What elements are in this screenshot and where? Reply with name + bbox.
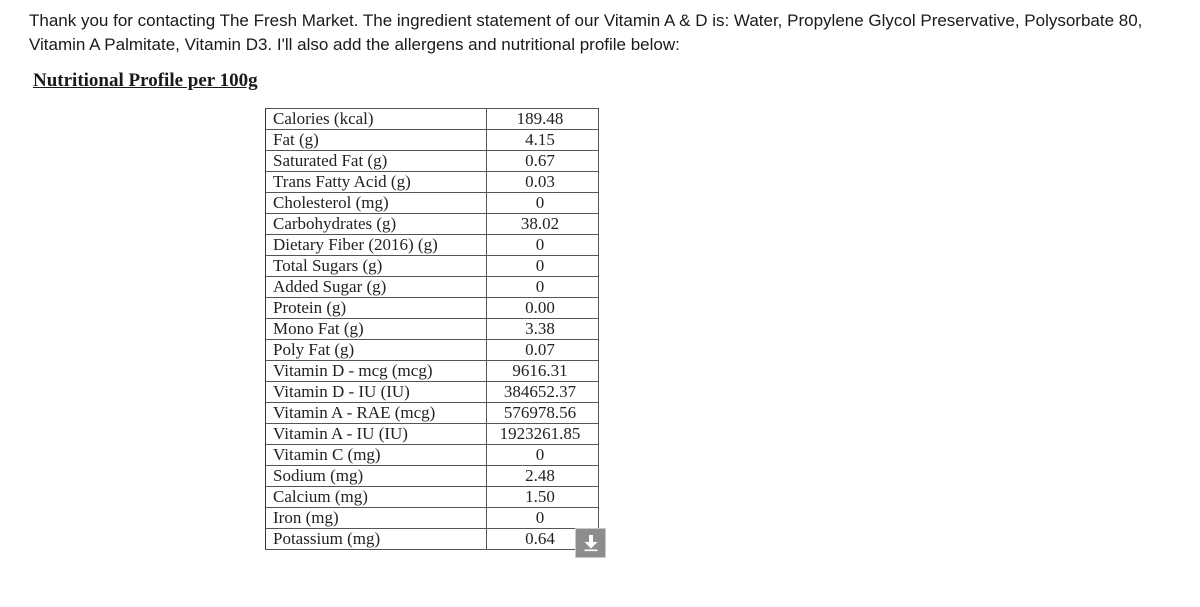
nutrient-value: 189.48	[486, 108, 599, 130]
intro-message: Thank you for contacting The Fresh Marke…	[29, 9, 1189, 57]
nutrient-label: Poly Fat (g)	[265, 339, 487, 361]
nutrient-value: 0	[486, 234, 599, 256]
nutrient-value: 1.50	[486, 486, 599, 508]
table-row: Vitamin A - IU (IU) 1923261.85	[265, 423, 599, 445]
intro-line-1: Thank you for contacting The Fresh Marke…	[29, 11, 1143, 30]
table-row: Added Sugar (g) 0	[265, 276, 599, 298]
nutrition-table: Calories (kcal) 189.48 Fat (g) 4.15 Saturate…	[265, 108, 599, 550]
nutrient-value: 0.67	[486, 150, 599, 172]
table-row: Cholesterol (mg) 0	[265, 192, 599, 214]
nutrient-label: Vitamin D - mcg (mcg)	[265, 360, 487, 382]
table-row: Mono Fat (g) 3.38	[265, 318, 599, 340]
table-row: Total Sugars (g) 0	[265, 255, 599, 277]
nutrient-value: 9616.31	[486, 360, 599, 382]
nutrient-label: Vitamin A - RAE (mcg)	[265, 402, 487, 424]
nutrient-label: Vitamin A - IU (IU)	[265, 423, 487, 445]
table-row: Sodium (mg) 2.48	[265, 465, 599, 487]
nutrient-value: 3.38	[486, 318, 599, 340]
intro-line-2: Vitamin A Palmitate, Vitamin D3. I'll al…	[29, 35, 680, 54]
nutrition-table-body: Calories (kcal) 189.48 Fat (g) 4.15 Saturate…	[265, 108, 599, 550]
nutrient-label: Carbohydrates (g)	[265, 213, 487, 235]
table-row: Protein (g) 0.00	[265, 297, 599, 319]
nutrient-label: Protein (g)	[265, 297, 487, 319]
nutrient-label: Trans Fatty Acid (g)	[265, 171, 487, 193]
nutrient-label: Cholesterol (mg)	[265, 192, 487, 214]
table-row: Trans Fatty Acid (g) 0.03	[265, 171, 599, 193]
nutrient-value: 0	[486, 507, 599, 529]
nutrient-label: Vitamin D - IU (IU)	[265, 381, 487, 403]
nutrient-label: Mono Fat (g)	[265, 318, 487, 340]
nutrient-label: Saturated Fat (g)	[265, 150, 487, 172]
nutrient-value: 0	[486, 276, 599, 298]
table-row: Vitamin C (mg) 0	[265, 444, 599, 466]
table-row: Vitamin D - mcg (mcg) 9616.31	[265, 360, 599, 382]
table-row: Calcium (mg) 1.50	[265, 486, 599, 508]
table-row: Vitamin A - RAE (mcg) 576978.56	[265, 402, 599, 424]
download-arrow-icon	[584, 535, 597, 552]
table-row: Fat (g) 4.15	[265, 129, 599, 151]
nutrient-value: 0.07	[486, 339, 599, 361]
nutrient-label: Fat (g)	[265, 129, 487, 151]
nutrient-label: Added Sugar (g)	[265, 276, 487, 298]
nutrient-value: 38.02	[486, 213, 599, 235]
nutrient-label: Potassium (mg)	[265, 528, 487, 550]
table-row: Dietary Fiber (2016) (g) 0	[265, 234, 599, 256]
nutrient-value: 1923261.85	[486, 423, 599, 445]
nutrient-label: Dietary Fiber (2016) (g)	[265, 234, 487, 256]
nutrient-label: Calories (kcal)	[265, 108, 487, 130]
table-row: Carbohydrates (g) 38.02	[265, 213, 599, 235]
nutrient-label: Iron (mg)	[265, 507, 487, 529]
nutrient-value: 0.03	[486, 171, 599, 193]
nutrient-label: Sodium (mg)	[265, 465, 487, 487]
nutrient-label: Vitamin C (mg)	[265, 444, 487, 466]
nutrient-value: 0.64	[486, 528, 599, 550]
nutrient-value: 384652.37	[486, 381, 599, 403]
nutrient-value: 0	[486, 192, 599, 214]
nutrient-value: 2.48	[486, 465, 599, 487]
nutrient-label: Total Sugars (g)	[265, 255, 487, 277]
download-button[interactable]	[575, 528, 606, 558]
nutrition-heading: Nutritional Profile per 100g	[33, 70, 258, 91]
table-row: Saturated Fat (g) 0.67	[265, 150, 599, 172]
table-row: Calories (kcal) 189.48	[265, 108, 599, 130]
nutrient-value: 576978.56	[486, 402, 599, 424]
nutrient-value: 0	[486, 444, 599, 466]
table-row: Vitamin D - IU (IU) 384652.37	[265, 381, 599, 403]
nutrient-value: 0.00	[486, 297, 599, 319]
nutrient-value: 4.15	[486, 129, 599, 151]
table-row: Iron (mg) 0	[265, 507, 599, 529]
table-row: Potassium (mg) 0.64	[265, 528, 599, 550]
nutrient-label: Calcium (mg)	[265, 486, 487, 508]
table-row: Poly Fat (g) 0.07	[265, 339, 599, 361]
nutrient-value: 0	[486, 255, 599, 277]
